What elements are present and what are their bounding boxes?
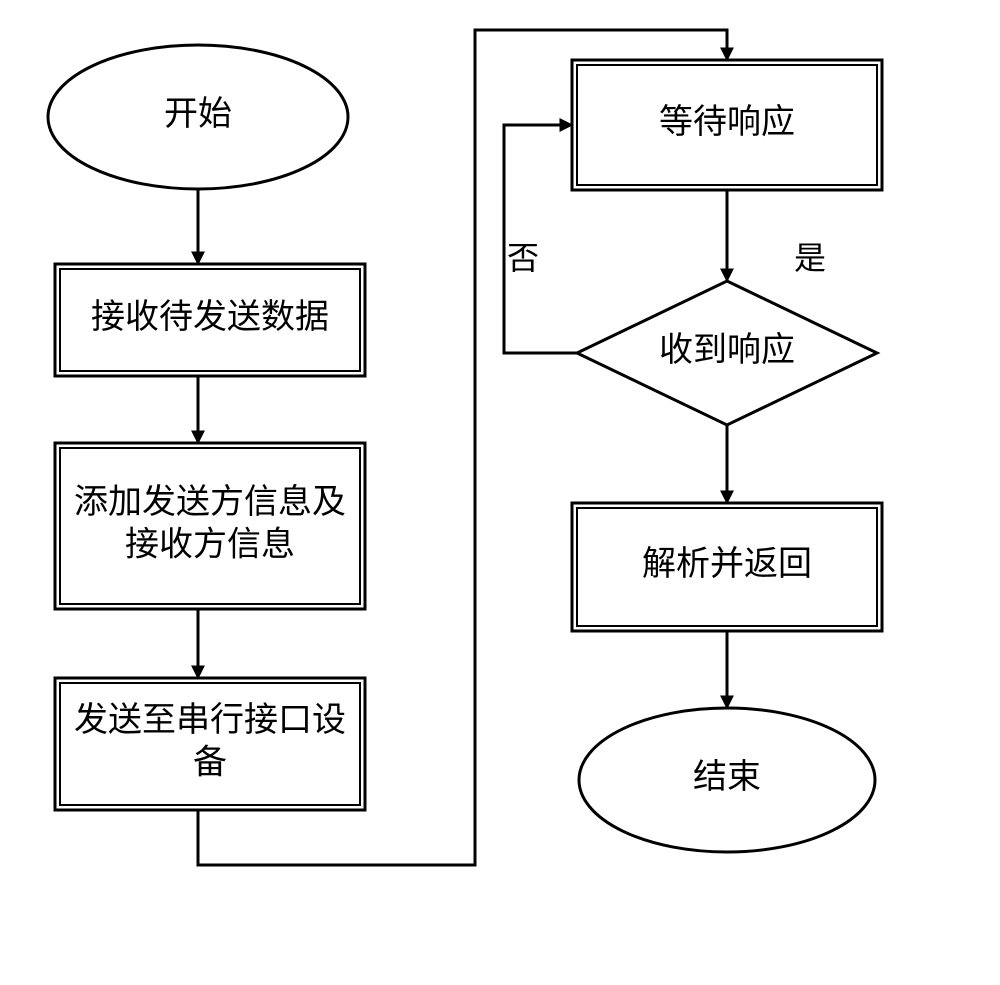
- label-n1: 接收待发送数据: [91, 298, 329, 336]
- node-dec: 收到响应: [577, 281, 877, 425]
- node-parse: 解析并返回: [572, 503, 882, 631]
- edge-e_dec_no: [504, 125, 577, 353]
- label-parse: 解析并返回: [642, 545, 812, 583]
- label-end: 结束: [693, 758, 761, 796]
- edge-label-e_dec_no: 否: [507, 240, 539, 276]
- node-end: 结束: [579, 708, 875, 852]
- node-n3: 发送至串行接口设备: [55, 678, 365, 810]
- label-dec: 收到响应: [659, 331, 795, 369]
- node-start: 开始: [48, 45, 348, 189]
- label-start: 开始: [164, 95, 232, 133]
- edge-label-e_dec_parse: 是: [794, 240, 826, 276]
- label-wait: 等待响应: [659, 103, 795, 141]
- node-n2: 添加发送方信息及接收方信息: [55, 443, 365, 609]
- node-wait: 等待响应: [572, 60, 882, 190]
- node-n1: 接收待发送数据: [55, 264, 365, 376]
- flowchart-svg: 开始接收待发送数据添加发送方信息及接收方信息发送至串行接口设备 等待响应收到响应解…: [0, 0, 1000, 985]
